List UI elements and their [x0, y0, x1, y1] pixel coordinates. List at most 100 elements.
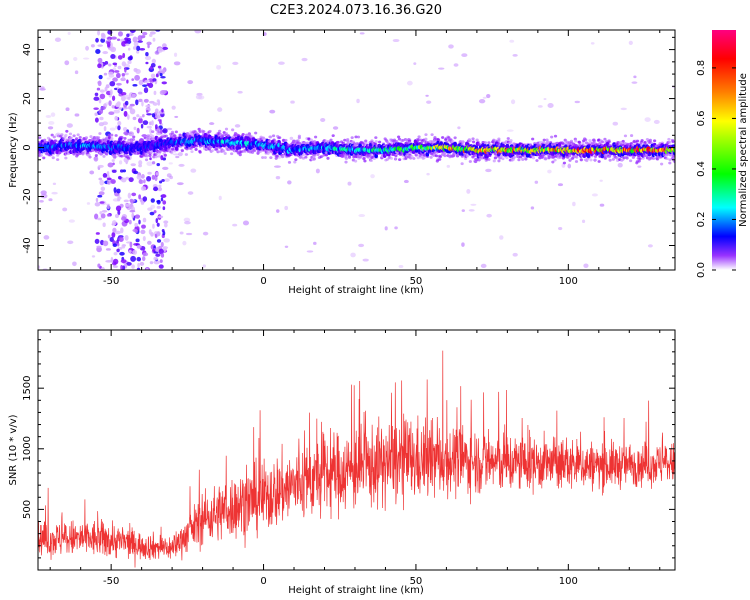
spectrogram-cell — [117, 107, 123, 110]
spectrogram-cell — [99, 89, 105, 93]
spectrogram-cell — [128, 249, 132, 253]
spectrogram-cell — [631, 81, 638, 84]
spectrogram-cell — [134, 222, 139, 227]
spectrogram-cell — [94, 154, 98, 157]
spectrogram-cell — [123, 137, 127, 140]
spectrogram-cell — [574, 100, 580, 104]
spectrogram-cell — [50, 133, 54, 137]
spectrogram-cell — [164, 134, 168, 138]
spectrogram-cell — [162, 46, 169, 50]
spectrogram-cell — [480, 263, 487, 269]
spectrogram-cell — [85, 45, 89, 51]
spectrogram-cell — [202, 231, 209, 236]
spectrogram-cell — [182, 240, 187, 246]
spectrogram-cell — [583, 263, 589, 269]
spectrogram-cell — [153, 256, 158, 261]
spectrogram-cell — [152, 223, 155, 229]
spectrogram-cell — [103, 126, 107, 132]
spectrogram-cell — [343, 138, 347, 142]
spectrogram-cell — [356, 135, 361, 139]
spectrogram-cell — [466, 188, 471, 194]
spectrogram-cell — [127, 96, 131, 100]
spectrogram-cell — [389, 157, 394, 160]
spectrogram-cell — [356, 98, 360, 104]
spectrogram-cell — [144, 79, 150, 83]
spectrogram-cell — [87, 153, 91, 157]
spectrogram-cell — [156, 222, 160, 227]
spectrogram-cell — [65, 129, 69, 133]
spectrogram-cell — [97, 217, 102, 221]
spectrogram-cell — [363, 159, 367, 163]
spectrogram-cell — [161, 228, 165, 233]
spectrogram-cell — [162, 166, 169, 170]
spectrogram-cell — [96, 245, 102, 249]
spectrogram-cell — [84, 136, 89, 140]
spectrogram-cell — [162, 206, 166, 211]
spectrogram-cell — [198, 95, 205, 100]
spectrogram-cell — [216, 64, 222, 70]
spectrogram-cell — [38, 136, 42, 140]
spectrogram-cell — [151, 174, 156, 180]
spectrogram-cell — [52, 182, 57, 186]
spectrogram-cell — [358, 214, 366, 218]
spectrogram-cell — [99, 211, 103, 215]
spectrogram-cell — [158, 184, 162, 188]
spectrogram-cell — [111, 169, 117, 173]
spectrogram-cell — [64, 60, 70, 66]
spectrogram-cell — [284, 245, 289, 248]
spectrogram-cell — [98, 132, 102, 135]
spectrogram-cell — [543, 97, 547, 101]
spectrogram-cell — [653, 119, 660, 125]
spectrogram-cell — [599, 203, 605, 207]
spectrogram-cell — [163, 220, 169, 224]
spectrogram-cell — [76, 133, 80, 137]
spectrogram-cell — [138, 179, 144, 185]
spectrogram-cell — [208, 129, 212, 133]
spectrogram-cell — [62, 207, 68, 212]
spectrogram-cell — [471, 140, 476, 144]
spectrogram-cell — [74, 113, 80, 117]
spectrogram-cell — [110, 179, 116, 184]
spectrogram-cell — [138, 79, 144, 86]
spectrogram-cell — [276, 209, 280, 213]
spectrogram-cell — [107, 234, 111, 239]
spectrogram-cell — [486, 93, 491, 99]
spectrogram-cell — [131, 192, 137, 197]
spectrogram-cell — [155, 253, 161, 257]
spectrogram-cell — [47, 126, 54, 130]
spectrogram-cell — [218, 129, 222, 133]
spectrogram-cell — [347, 181, 352, 186]
spectrogram-cell — [158, 264, 164, 269]
spectrogram-cell — [210, 149, 215, 153]
spectrogram-cell — [369, 159, 373, 162]
spectrogram-cell — [547, 102, 554, 108]
spectrogram-cell — [110, 36, 117, 40]
spectrogram-cell — [178, 163, 185, 167]
spectrogram-cell — [117, 198, 121, 202]
spectrogram-cell — [152, 137, 156, 141]
spectrogram-cell — [99, 179, 105, 186]
spectrogram-cell — [131, 78, 135, 82]
spectrogram-cell — [133, 170, 139, 175]
spectrogram-cell — [398, 158, 402, 162]
spectrogram-cell — [149, 151, 153, 154]
spectrogram-cell — [161, 81, 167, 85]
spectrogram-cell — [97, 63, 102, 69]
spectrogram-cell — [119, 169, 124, 173]
spectrogram-cell — [100, 38, 106, 43]
spectrogram-cell — [95, 37, 99, 43]
spectrogram-cell — [123, 131, 128, 135]
spectrogram-cell — [94, 92, 99, 97]
spectrogram-cell — [163, 238, 170, 243]
spectrogram-cell — [114, 214, 119, 219]
spectrogram-cell — [147, 240, 152, 245]
spectrogram-cell — [147, 44, 150, 49]
spectrogram-cell — [174, 130, 178, 134]
spectrogram-cell — [160, 135, 164, 139]
spectrogram-cell — [118, 160, 123, 165]
spectrogram-cell — [122, 52, 126, 59]
spectrogram-cell — [149, 157, 152, 161]
spectrogram-cell — [67, 31, 71, 35]
spectrogram-cell — [370, 174, 375, 179]
spectrogram-cell — [278, 136, 282, 140]
